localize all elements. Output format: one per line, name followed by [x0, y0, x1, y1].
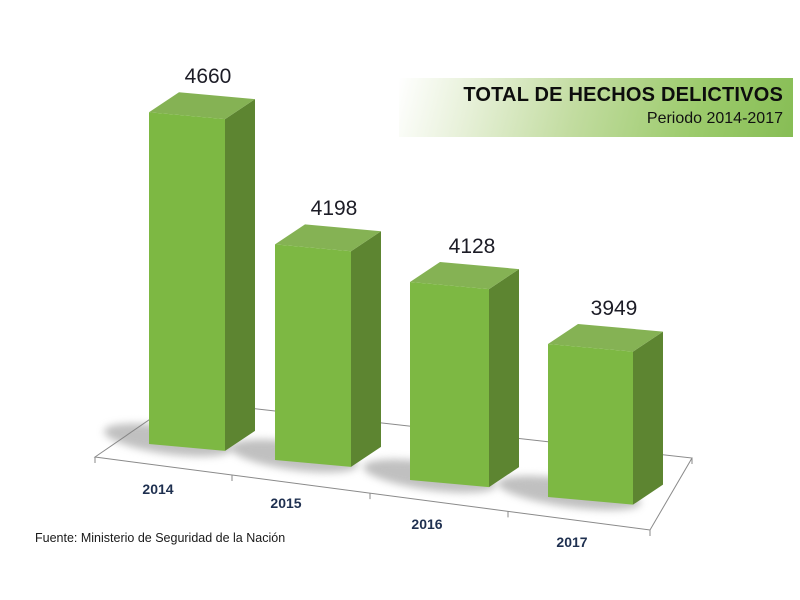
chart-title-banner: TOTAL DE HECHOS DELICTIVOS Periodo 2014-…: [399, 78, 793, 137]
chart-subtitle: Periodo 2014-2017: [646, 110, 783, 127]
source-note: Fuente: Ministerio de Seguridad de la Na…: [35, 531, 286, 545]
bar-value-label: 3949: [590, 296, 638, 320]
x-axis-label: 2015: [270, 495, 302, 511]
bars: [149, 92, 663, 505]
x-axis-label: 2017: [556, 534, 588, 550]
bar-value-label: 4128: [448, 234, 496, 258]
x-axis-label: 2016: [411, 516, 443, 532]
chart-title: TOTAL DE HECHOS DELICTIVOS: [463, 84, 783, 106]
bar-value-label: 4198: [310, 197, 358, 221]
bar-value-label: 4660: [184, 65, 232, 89]
x-axis-label: 2014: [142, 481, 174, 497]
